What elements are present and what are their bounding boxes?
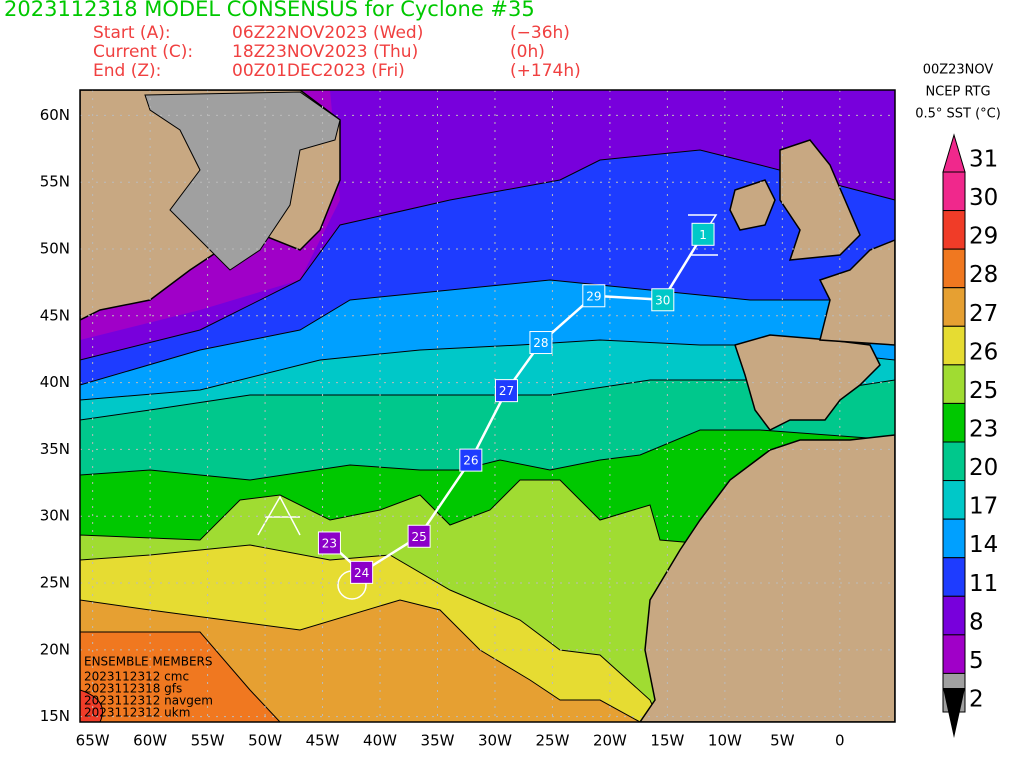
colorbar-band — [942, 248, 966, 289]
ensemble-member: 2023112318 gfs — [84, 682, 182, 696]
y-tick-label: 60N — [40, 106, 70, 124]
track-point — [651, 288, 675, 312]
track-point — [529, 331, 553, 355]
colorbar-label: 27 — [969, 301, 998, 327]
colorbar-label: 8 — [969, 609, 984, 635]
track-label: 25 — [411, 530, 426, 544]
x-tick-label: 20W — [593, 732, 627, 750]
colorbar-label: 31 — [969, 147, 998, 173]
colorbar-band — [942, 557, 966, 597]
track-point — [582, 284, 606, 308]
colorbar-band — [942, 518, 966, 559]
x-tick-label: 50W — [248, 732, 282, 750]
colorbar-label: 26 — [969, 339, 998, 365]
x-tick-label: 45W — [306, 732, 340, 750]
x-tick-label: 35W — [421, 732, 455, 750]
track-point — [459, 448, 483, 472]
track-label: 26 — [463, 454, 478, 468]
track-point — [317, 531, 341, 555]
header-text: (+174h) — [510, 61, 581, 81]
track-label: 28 — [533, 336, 548, 350]
colorbar-band — [942, 480, 966, 520]
colorbar-label: 5 — [969, 648, 984, 674]
colorbar-label: 17 — [969, 494, 998, 520]
colorbar-label: 30 — [969, 185, 998, 211]
header-text: 00Z01DEC2023 (Fri) — [232, 61, 405, 81]
map-frame — [79, 89, 896, 723]
x-tick-label: 25W — [535, 732, 569, 750]
colorbar-label: 2 — [969, 687, 984, 713]
ensemble-member: 2023112312 cmc — [84, 670, 189, 684]
colorbar-band — [942, 595, 966, 636]
colorbar-top-arrow — [942, 133, 966, 173]
ensemble-member: 2023112312 navgem — [84, 694, 213, 708]
track-label: 27 — [499, 384, 514, 398]
y-tick-label: 55N — [40, 173, 70, 191]
x-tick-label: 0 — [835, 732, 845, 750]
track-label: 23 — [322, 536, 337, 550]
legend-caption: 00Z23NOV — [923, 63, 994, 78]
colorbar-band — [942, 402, 966, 443]
x-tick-label: 15W — [650, 732, 684, 750]
header-text: 06Z22NOV2023 (Wed) — [232, 23, 423, 43]
header-text: 18Z23NOV2023 (Thu) — [232, 42, 418, 62]
legend-caption: NCEP RTG — [925, 85, 990, 100]
ensemble-member: 2023112312 ukm — [84, 706, 190, 720]
track-point — [691, 222, 715, 246]
colorbar-band — [942, 325, 966, 366]
track-point — [407, 524, 431, 548]
colorbar-label: 14 — [969, 532, 998, 558]
colorbar-label: 20 — [969, 455, 998, 481]
colorbar-band — [942, 364, 966, 404]
header-text: (−36h) — [510, 23, 570, 43]
track-label: 24 — [354, 566, 369, 580]
header-text: Start (A): — [93, 23, 171, 43]
track-label: 1 — [699, 228, 707, 242]
y-tick-label: 30N — [40, 507, 70, 525]
y-tick-label: 15N — [40, 707, 70, 725]
colorbar-label: 29 — [969, 224, 998, 250]
x-tick-label: 60W — [133, 732, 167, 750]
track-label: 29 — [586, 289, 601, 303]
y-tick-label: 25N — [40, 574, 70, 592]
title: 2023112318 MODEL CONSENSUS for Cyclone #… — [4, 0, 535, 21]
track-point — [494, 379, 518, 403]
colorbar-band — [942, 634, 966, 674]
colorbar-band — [942, 287, 966, 327]
colorbar-band — [942, 441, 966, 482]
header-text: Current (C): — [93, 42, 193, 62]
x-tick-label: 40W — [363, 732, 397, 750]
legend-caption: 0.5° SST (°C) — [915, 107, 1001, 122]
x-tick-label: 10W — [708, 732, 742, 750]
x-tick-label: 55W — [191, 732, 225, 750]
y-tick-label: 50N — [40, 240, 70, 258]
y-tick-label: 20N — [40, 640, 70, 658]
y-tick-label: 40N — [40, 373, 70, 391]
sst-field — [80, 90, 895, 722]
x-tick-label: 30W — [478, 732, 512, 750]
colorbar-label: 23 — [969, 417, 998, 443]
track-label: 30 — [655, 293, 670, 307]
colorbar-label: 11 — [969, 571, 998, 597]
colorbar-band — [942, 171, 966, 212]
header-text: (0h) — [510, 42, 545, 62]
y-tick-label: 35N — [40, 440, 70, 458]
x-tick-label: 65W — [76, 732, 110, 750]
header-text: End (Z): — [93, 61, 161, 81]
ensemble-title: ENSEMBLE MEMBERS — [84, 655, 212, 669]
x-tick-label: 5W — [770, 732, 795, 750]
colorbar-bottom-arrow — [943, 688, 965, 738]
y-tick-label: 45N — [40, 306, 70, 324]
colorbar-label: 28 — [969, 262, 998, 288]
track-point — [350, 560, 374, 584]
colorbar-band — [942, 210, 966, 250]
colorbar-label: 25 — [969, 378, 998, 404]
